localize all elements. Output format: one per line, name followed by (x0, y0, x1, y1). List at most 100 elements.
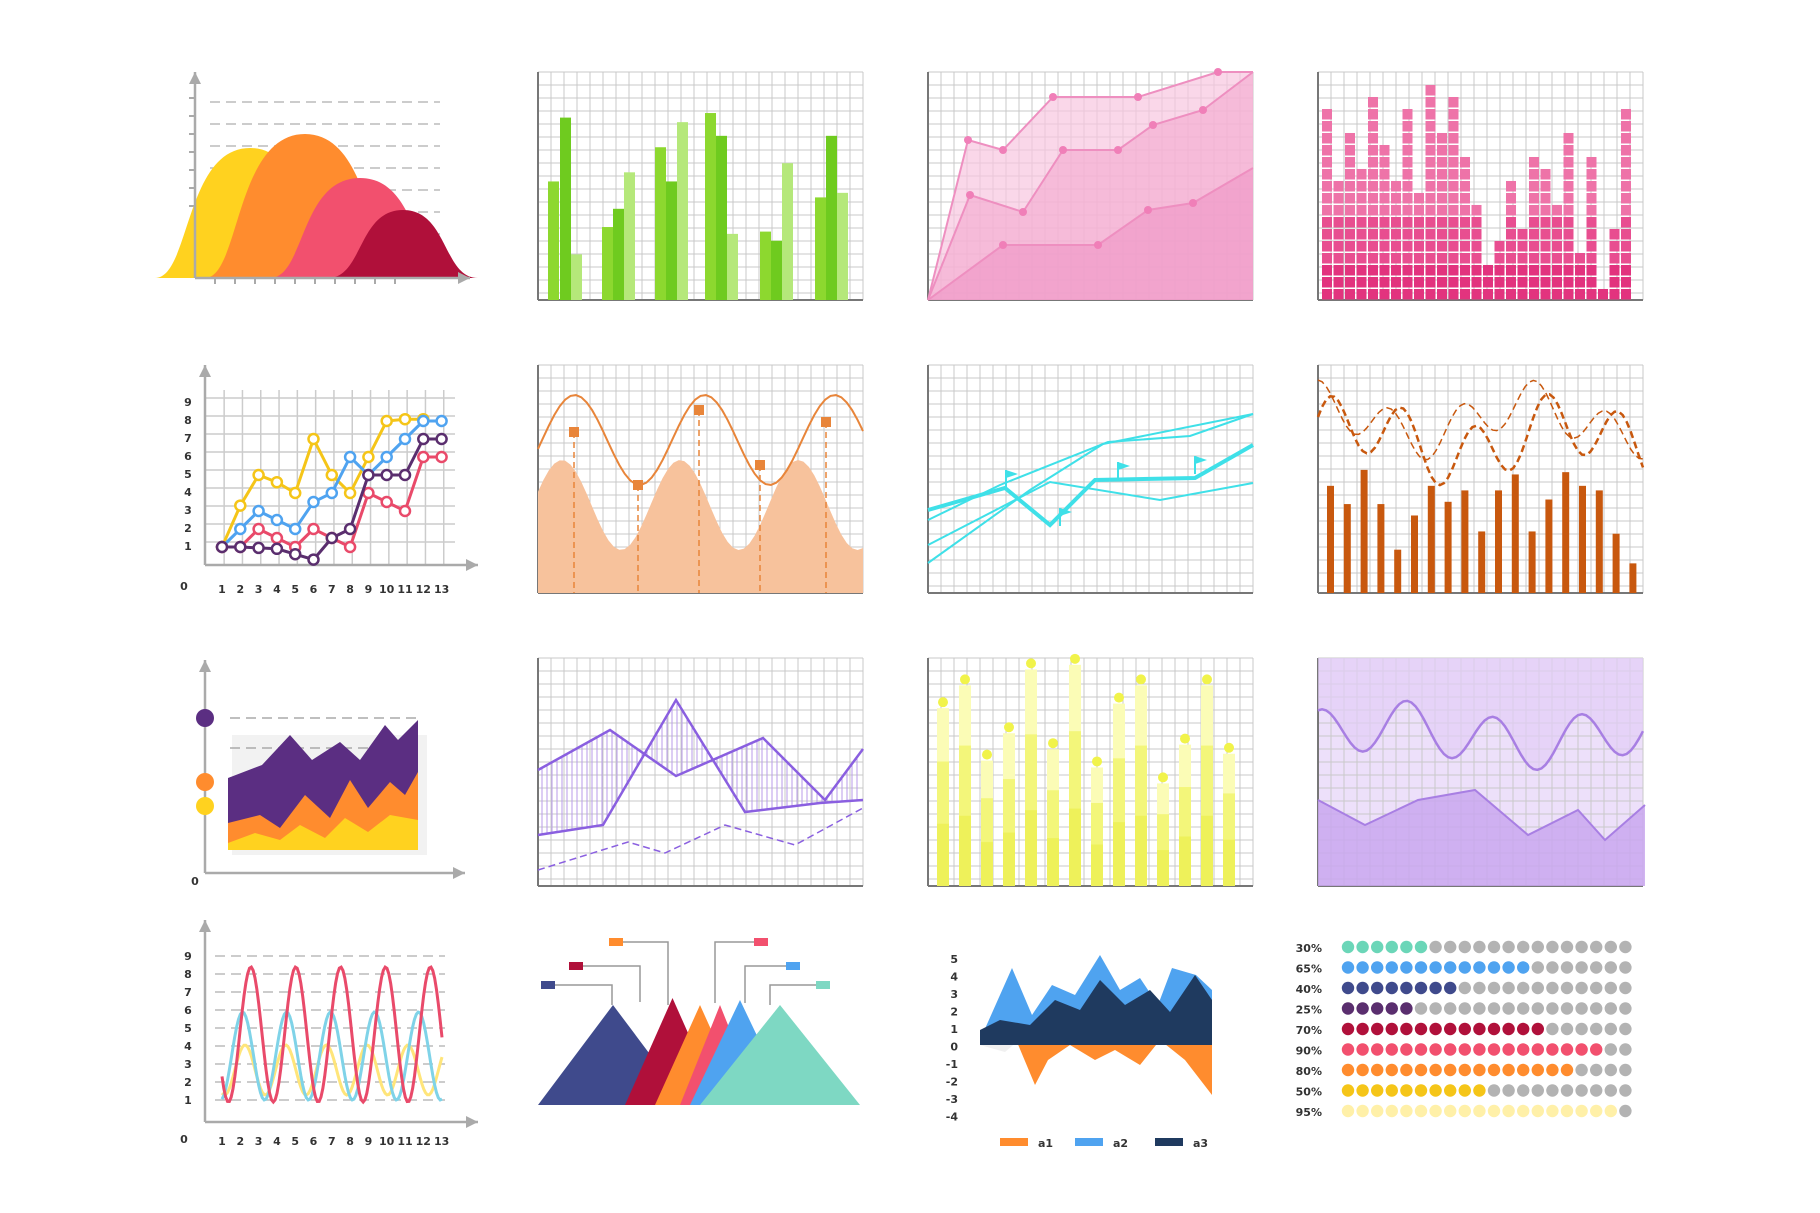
data-point (380, 414, 393, 428)
row-label: 25% (1296, 1004, 1322, 1017)
data-point (982, 749, 992, 760)
bar (1327, 485, 1334, 593)
bar-block (1621, 289, 1631, 300)
bar (1343, 504, 1351, 593)
bar-block (1368, 133, 1378, 144)
bar-block (1506, 181, 1516, 192)
bar-block (1609, 277, 1620, 288)
bar (1411, 515, 1418, 593)
bar-block (1483, 265, 1493, 276)
bar-block (1575, 277, 1585, 288)
area-series (928, 168, 1253, 300)
dot (1546, 1002, 1559, 1015)
data-point (1202, 674, 1212, 685)
data-point (270, 542, 284, 556)
y-tick-label: 1 (950, 1023, 958, 1036)
legend-label: a2 (1113, 1137, 1128, 1150)
data-point (1134, 93, 1142, 101)
x-tick-label: 9 (365, 583, 373, 596)
bar-block (1368, 241, 1378, 252)
bar-block (1437, 133, 1447, 144)
bar-block (1437, 241, 1447, 252)
bar-block (1356, 181, 1367, 192)
bar-block (1506, 193, 1516, 204)
bar-block (1322, 193, 1332, 204)
flag-marker (1006, 470, 1018, 478)
bar-block (1437, 145, 1447, 156)
x-tick-label: 13 (434, 1135, 449, 1148)
bar-block (1575, 289, 1585, 300)
bar-block (1460, 157, 1470, 168)
bar-block (1575, 253, 1585, 264)
bar-block (1425, 205, 1436, 216)
data-point (343, 522, 357, 536)
bar-block (1345, 133, 1355, 144)
area-layer (228, 815, 418, 850)
bar-block (1552, 277, 1562, 288)
bar-block (1540, 217, 1551, 228)
bar-block (1425, 109, 1436, 120)
bar-block (1460, 229, 1470, 240)
leader-line (714, 941, 768, 1003)
dot (1429, 981, 1442, 995)
dot (1560, 1043, 1574, 1056)
bar-block (1529, 253, 1539, 264)
data-point (1094, 241, 1102, 249)
x-tick-label: 9 (365, 1135, 373, 1148)
dot (1619, 961, 1632, 974)
bar-block (1471, 205, 1482, 216)
bar-block (1391, 205, 1401, 216)
bar-block (1379, 157, 1390, 168)
data-point (1070, 653, 1080, 664)
label-box (816, 981, 830, 989)
flag-marker (1118, 462, 1130, 470)
bar-block (1575, 265, 1585, 276)
bar-block (1333, 241, 1344, 252)
bar (727, 233, 738, 300)
bar-block (1414, 217, 1424, 228)
data-marker (821, 417, 831, 427)
series-line (537, 394, 864, 486)
bar-block (1540, 277, 1551, 288)
bar-block (1448, 229, 1459, 240)
bar-block (1379, 229, 1390, 240)
bar (1444, 501, 1452, 593)
bar-block (1379, 205, 1390, 216)
label-box (786, 962, 800, 970)
bar-block (1609, 229, 1620, 240)
data-point (1144, 206, 1152, 214)
bar-block (1356, 229, 1367, 240)
dot (1414, 940, 1428, 954)
data-point (288, 522, 302, 536)
bar-block (1345, 277, 1355, 288)
data-point (1149, 121, 1157, 129)
bar-block (1460, 277, 1470, 288)
bar-segment (1025, 810, 1037, 886)
series-line (1317, 788, 1646, 842)
data-point (1136, 674, 1146, 685)
bar-block (1517, 241, 1528, 252)
x-axis-arrow (466, 1116, 478, 1128)
bar-block (1483, 289, 1493, 300)
y-tick-label: 9 (184, 950, 192, 963)
dot (1341, 1104, 1355, 1118)
leader-line (583, 965, 641, 1002)
dot (1400, 1022, 1413, 1036)
dot (1560, 981, 1574, 995)
series-line (537, 697, 864, 837)
dot (1575, 1022, 1588, 1036)
bar-block (1414, 253, 1424, 264)
dot (1502, 961, 1515, 974)
dot (1575, 1104, 1588, 1118)
data-point (343, 450, 357, 464)
bar-block (1437, 157, 1447, 168)
bar-block (1506, 229, 1516, 240)
bar-block (1322, 133, 1332, 144)
bar-block (1529, 157, 1539, 168)
bar-block (1471, 229, 1482, 240)
bar-block (1563, 253, 1574, 264)
bar (771, 240, 782, 300)
dot (1487, 961, 1501, 974)
